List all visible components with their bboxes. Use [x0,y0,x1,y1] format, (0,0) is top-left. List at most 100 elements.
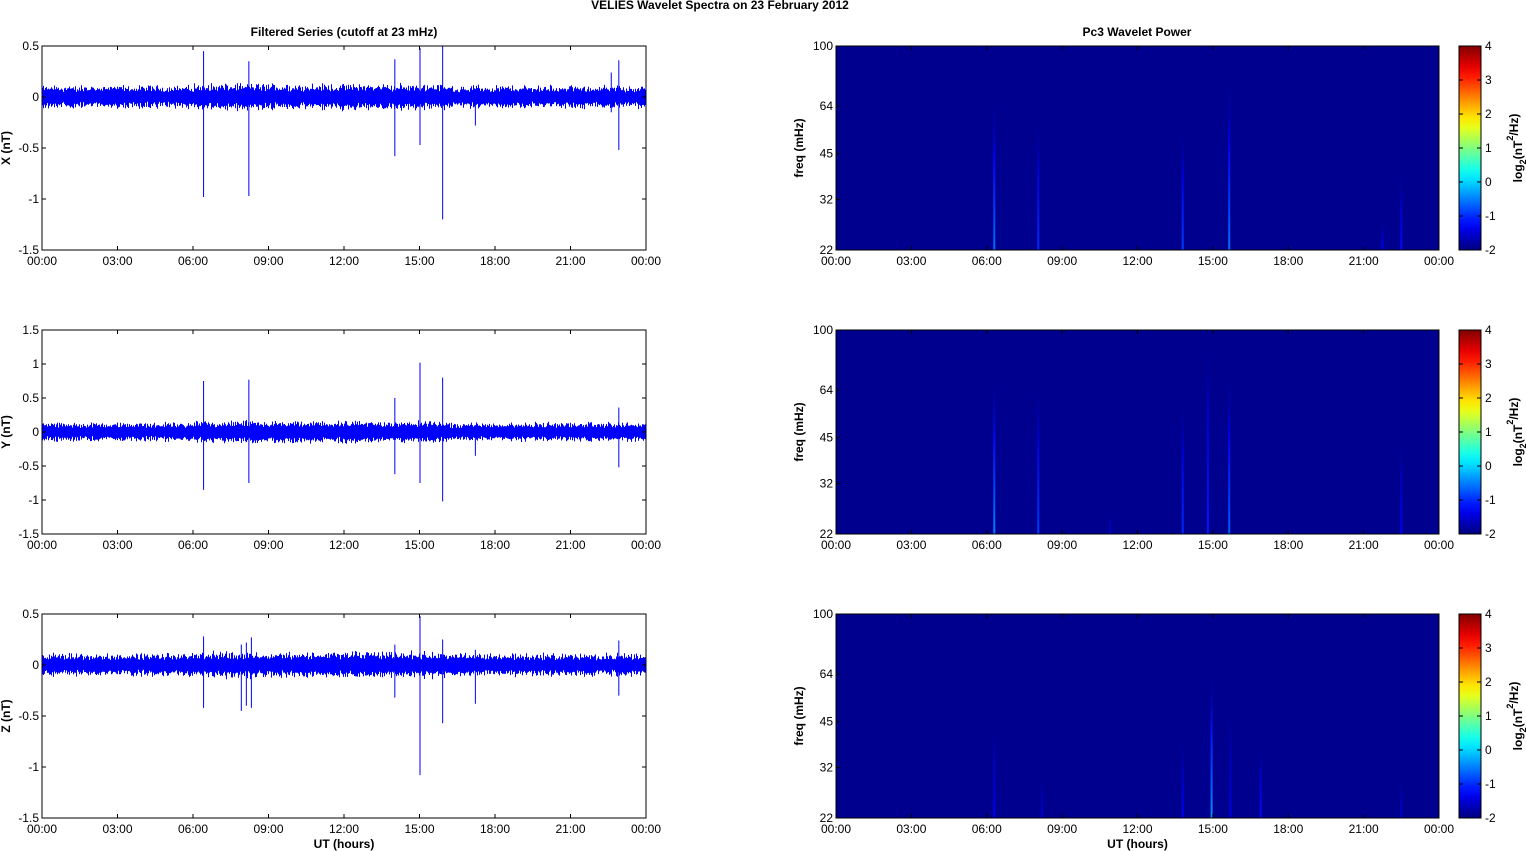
x-tick-label: 15:00 [1198,538,1228,552]
y-tick-label: 0 [32,425,39,439]
colorbar-label-part: (nT [1511,708,1525,727]
y-tick-label: 32 [820,193,834,207]
colorbar-tick-label: 3 [1485,641,1492,655]
heatmap-streak [993,94,996,251]
colorbar-label-part: (nT [1511,424,1525,443]
y-tick-label: -1.5 [18,243,39,257]
x-tick-label: 15:00 [1198,822,1228,836]
colorbar-tick-label: 0 [1485,743,1492,757]
y-tick-label: -1.5 [18,527,39,541]
y-tick-label: 0.5 [22,391,39,405]
y-tick-label: -1 [28,192,39,206]
colorbar-tick-label: 0 [1485,175,1492,189]
x-tick-label: 21:00 [1349,254,1379,268]
y-tick-label: 22 [820,243,834,257]
panel-title: Filtered Series (cutoff at 23 mHz) [251,25,438,39]
heatmap-streak [1381,222,1384,250]
x-tick-label: 15:00 [404,254,434,268]
line-panel-y: 1.5 1 0.5 0 -0.5 -1 -1.5 Y (nT) 00:00 03:00 06:00 0… [0,323,661,552]
x-tick-label: 18:00 [1273,538,1303,552]
heatmap-streak [1041,776,1044,818]
x-tick-label: 03:00 [896,822,926,836]
y-tick-label: 0.5 [22,39,39,53]
x-tick-label: 06:00 [972,822,1002,836]
x-tick-label: 21:00 [1349,822,1379,836]
y-tick-label: 64 [820,99,834,113]
colorbar-label-part: 2 [1518,443,1526,448]
x-tick-label: 12:00 [329,254,359,268]
x-tick-label: 06:00 [972,538,1002,552]
x-tick-label: 12:00 [329,822,359,836]
heatmap-streak [1037,114,1040,250]
y-tick-label: -0.5 [18,459,39,473]
colorbar-label-part: log [1511,448,1525,466]
x-tick-label: 06:00 [178,254,208,268]
heatmap-streak [1181,126,1184,250]
y-tick-label: 64 [820,383,834,397]
x-tick-label: 03:00 [102,822,132,836]
colorbar-label-part: /Hz) [1507,114,1521,136]
heatmap-streak [993,721,996,818]
x-tick-label: 00:00 [1424,254,1454,268]
heatmap-panel-1: Pc3 Wavelet Power 100 64 45 32 22 freq (mHz) 0… [792,25,1454,268]
colorbar-label-part: 2 [1505,136,1515,141]
y-tick-label: 100 [813,39,833,53]
colorbar-tick-label: 2 [1485,391,1492,405]
y-tick-label: 45 [820,431,834,445]
heatmap-streak [1206,330,1209,534]
colorbar-tick-label: -1 [1485,493,1496,507]
plot-area [42,614,646,818]
x-tick-label: 21:00 [555,538,585,552]
x-tick-label: 00:00 [631,538,661,552]
x-tick-label: 06:00 [972,254,1002,268]
x-tick-label: 18:00 [480,822,510,836]
x-tick-label: 03:00 [896,254,926,268]
x-tick-label: 18:00 [480,254,510,268]
y-axis-label: X (nT) [0,131,13,165]
colorbar-label: log2(nT2/Hz) [1505,682,1526,751]
colorbar-tick-label: 2 [1485,675,1492,689]
panel-title: Pc3 Wavelet Power [1083,25,1192,39]
x-tick-label: 18:00 [1273,822,1303,836]
x-tick-label: 18:00 [480,538,510,552]
colorbar-tick-label: 1 [1485,141,1492,155]
x-tick-label: 15:00 [404,538,434,552]
colorbar-label-part: /Hz) [1507,682,1521,704]
colorbar-label-part: log [1511,732,1525,750]
y-tick-label: -1.5 [18,811,39,825]
heatmap-streak [1400,437,1403,534]
colorbar-label-part: 2 [1505,420,1515,425]
colorbar-tick-label: 1 [1485,425,1492,439]
x-tick-label: 09:00 [1047,822,1077,836]
x-tick-label: 00:00 [821,254,851,268]
y-tick-label: 22 [820,811,834,825]
y-tick-label: 64 [820,667,834,681]
line-panel-x: Filtered Series (cutoff at 23 mHz) 0.5 0 -… [0,25,661,268]
y-tick-label: 1 [32,357,39,371]
y-tick-label: 22 [820,527,834,541]
colorbar-tick-label: 4 [1485,323,1492,337]
colorbar-tick-label: 1 [1485,709,1492,723]
x-tick-label: 00:00 [821,538,851,552]
y-tick-label: 32 [820,477,834,491]
x-tick-label: 00:00 [27,822,57,836]
x-tick-label: 00:00 [1424,822,1454,836]
colorbar-tick-label: -2 [1485,527,1496,541]
heatmap-streak [1259,744,1262,818]
heatmap-background [836,46,1439,250]
y-axis-label: freq (mHz) [792,686,806,745]
y-tick-label: -1 [28,760,39,774]
x-tick-label: 09:00 [253,538,283,552]
heatmap-panel-2: 100 64 45 32 22 freq (mHz) 00:00 03:00 06:00 09:0… [792,323,1454,552]
figure-title: VELIES Wavelet Spectra on 23 February 20… [591,0,849,12]
x-tick-label: 03:00 [102,538,132,552]
line-panel-z: 0.5 0 -0.5 -1 -1.5 Z (nT) 00:00 03:00 06:00 09:00… [0,607,661,851]
colorbar-label-part: 2 [1518,159,1526,164]
x-tick-label: 03:00 [896,538,926,552]
y-axis-label: Y (nT) [0,415,13,449]
y-tick-label: 100 [813,323,833,337]
colorbar-tick-label: 2 [1485,107,1492,121]
